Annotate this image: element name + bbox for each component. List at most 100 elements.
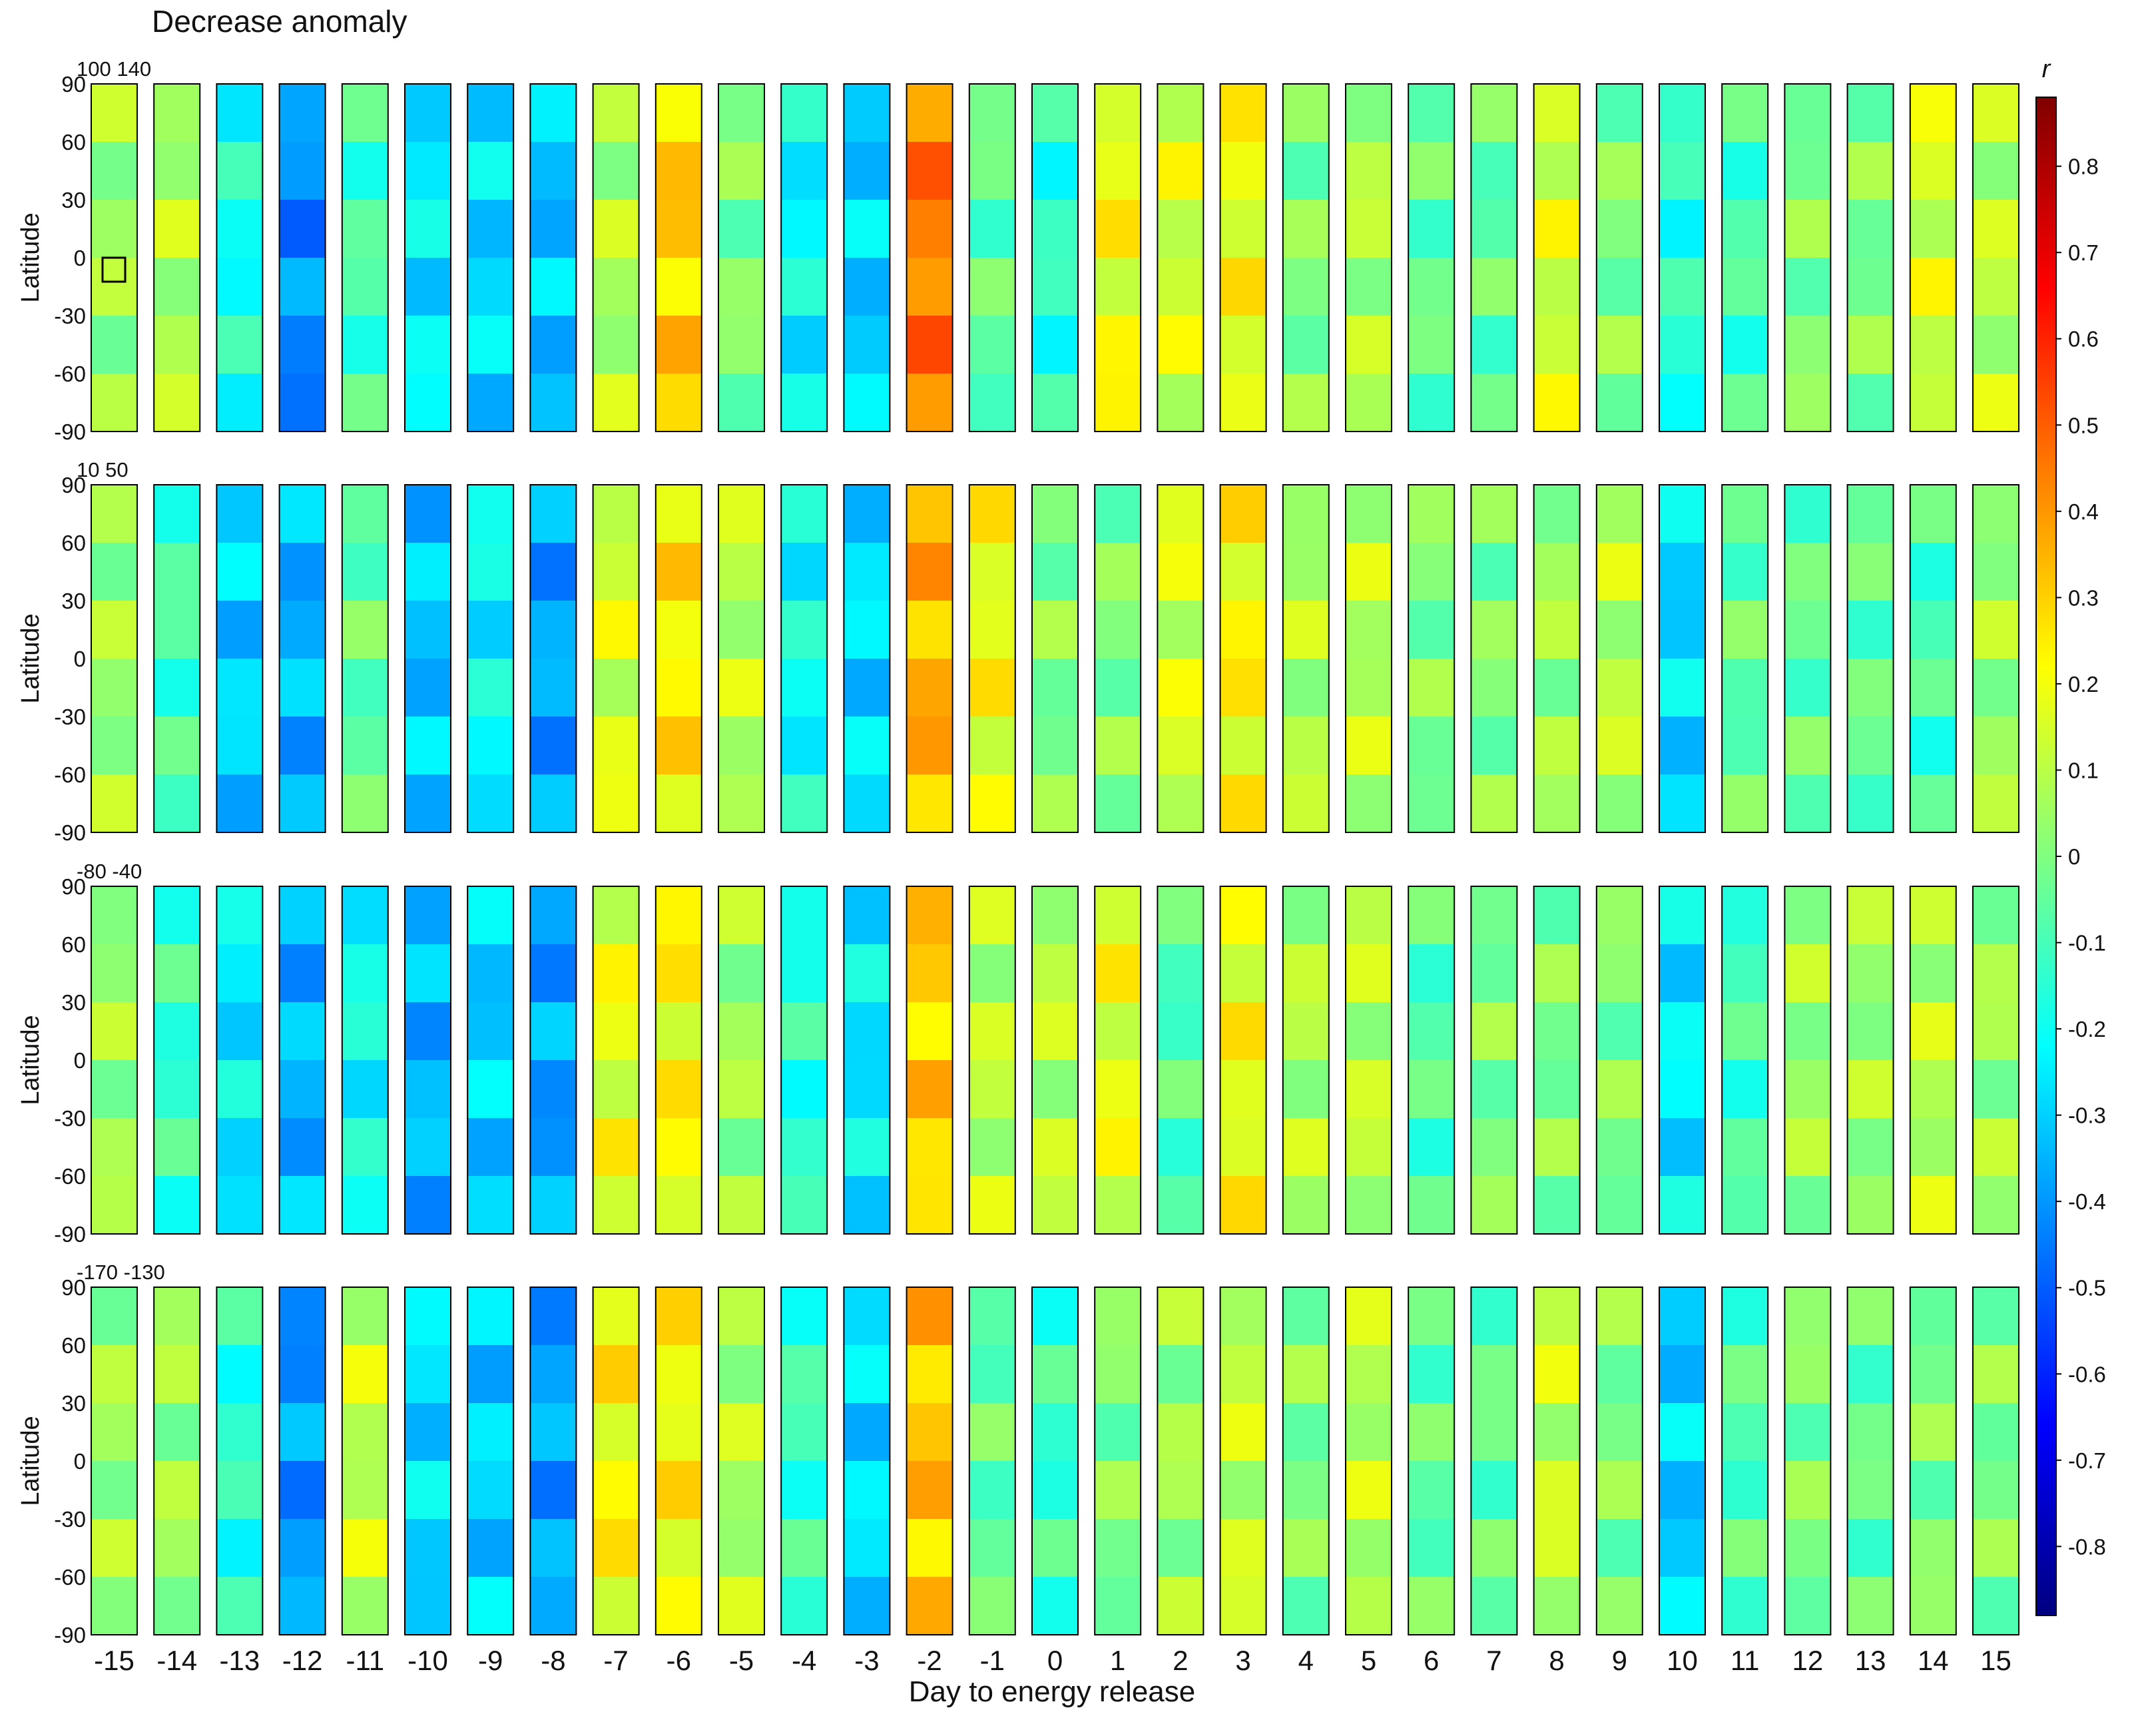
heatmap-cell bbox=[1282, 659, 1329, 717]
heatmap-cell bbox=[1346, 200, 1392, 258]
heatmap-cell bbox=[1784, 659, 1831, 717]
heatmap-cell bbox=[1471, 1577, 1517, 1635]
heatmap-cell bbox=[844, 1345, 890, 1404]
heatmap-panel bbox=[1909, 484, 1957, 833]
latitude-tick-label: -30 bbox=[54, 705, 86, 729]
heatmap-cell bbox=[1095, 1345, 1141, 1404]
heatmap-cell bbox=[467, 1403, 514, 1462]
heatmap-cell bbox=[1784, 200, 1831, 258]
heatmap-cell bbox=[906, 717, 953, 775]
heatmap-cell bbox=[216, 1176, 263, 1235]
heatmap-cell bbox=[279, 142, 326, 200]
panel-frame bbox=[1784, 886, 1832, 1235]
heatmap-panel bbox=[1282, 886, 1330, 1235]
heatmap-cell bbox=[969, 1118, 1015, 1177]
heatmap-cell bbox=[781, 1176, 828, 1235]
heatmap-cell bbox=[91, 1060, 137, 1119]
heatmap-cell bbox=[906, 1060, 953, 1119]
heatmap-cell bbox=[1596, 200, 1643, 258]
heatmap-cell bbox=[1471, 886, 1517, 945]
heatmap-cell bbox=[1847, 258, 1894, 316]
heatmap-cell bbox=[593, 1403, 639, 1462]
heatmap-cell bbox=[844, 774, 890, 833]
heatmap-panel bbox=[1595, 886, 1643, 1235]
latitude-tick-label: 0 bbox=[74, 647, 86, 671]
latitude-tick-label: 0 bbox=[74, 246, 86, 270]
heatmap-panel bbox=[1470, 484, 1518, 833]
day-tick-label: 8 bbox=[1549, 1645, 1564, 1676]
panel-frame bbox=[1909, 484, 1957, 833]
heatmap-cell bbox=[1784, 601, 1831, 659]
heatmap-cell bbox=[530, 543, 577, 601]
heatmap-cell bbox=[906, 258, 953, 316]
heatmap-cell bbox=[1157, 1345, 1204, 1404]
panel-frame bbox=[1533, 886, 1581, 1235]
heatmap-panel bbox=[968, 83, 1016, 432]
heatmap-cell bbox=[906, 1176, 953, 1235]
heatmap-cell bbox=[1596, 1345, 1643, 1404]
heatmap-cell bbox=[1659, 1060, 1705, 1119]
heatmap-cell bbox=[1408, 258, 1455, 316]
heatmap-cell bbox=[718, 717, 764, 775]
heatmap-cell bbox=[655, 1118, 702, 1177]
heatmap-cell bbox=[1095, 774, 1141, 833]
panel-frame bbox=[1909, 886, 1957, 1235]
heatmap-panel bbox=[1282, 1287, 1330, 1635]
heatmap-panel bbox=[404, 484, 451, 833]
heatmap-cell bbox=[844, 1002, 890, 1061]
heatmap-cell bbox=[718, 944, 764, 1003]
heatmap-cell bbox=[1282, 886, 1329, 945]
heatmap-cell bbox=[216, 84, 263, 143]
heatmap-cell bbox=[1408, 1577, 1455, 1635]
heatmap-cell bbox=[530, 142, 577, 200]
heatmap-cell bbox=[1533, 258, 1580, 316]
latitude-tick-label: -30 bbox=[54, 1507, 86, 1532]
heatmap-cell bbox=[1032, 200, 1078, 258]
y-axis-label: Latitude bbox=[17, 212, 45, 302]
panel-frame bbox=[1909, 83, 1957, 432]
heatmap-panel bbox=[1533, 83, 1581, 432]
latitude-tick-label: -30 bbox=[54, 304, 86, 328]
heatmap-cell bbox=[1722, 374, 1768, 432]
heatmap-cell bbox=[593, 1002, 639, 1061]
heatmap-panel bbox=[341, 1287, 389, 1635]
heatmap-cell bbox=[655, 84, 702, 143]
heatmap-cell bbox=[216, 774, 263, 833]
heatmap-panel bbox=[341, 886, 389, 1235]
longitude-range-label: 10 50 bbox=[77, 458, 129, 481]
panel-frame bbox=[780, 886, 828, 1235]
heatmap-cell bbox=[718, 316, 764, 374]
heatmap-cell bbox=[1157, 543, 1204, 601]
panel-frame bbox=[91, 886, 138, 1235]
longitude-range-label: -80 -40 bbox=[77, 860, 142, 883]
heatmap-cell bbox=[1722, 1002, 1768, 1061]
day-tick-label: 11 bbox=[1731, 1645, 1760, 1676]
heatmap-cell bbox=[1722, 1577, 1768, 1635]
y-axis-label: Latitude bbox=[17, 1015, 45, 1105]
heatmap-cell bbox=[1032, 659, 1078, 717]
heatmap-cell bbox=[1973, 374, 2019, 432]
panel-frame bbox=[1094, 1287, 1142, 1635]
heatmap-cell bbox=[1784, 84, 1831, 143]
heatmap-cell bbox=[1095, 1118, 1141, 1177]
heatmap-cell bbox=[1032, 543, 1078, 601]
day-tick-label: 2 bbox=[1173, 1645, 1188, 1676]
heatmap-cell bbox=[1220, 944, 1266, 1003]
heatmap-cell bbox=[342, 258, 388, 316]
day-tick-label: -6 bbox=[666, 1645, 691, 1676]
heatmap-cell bbox=[530, 84, 577, 143]
panel-frame bbox=[1972, 1287, 2019, 1635]
heatmap-cell bbox=[1408, 1287, 1455, 1346]
heatmap-cell bbox=[1157, 717, 1204, 775]
heatmap-cell bbox=[1973, 1176, 2019, 1235]
panel-frame bbox=[906, 484, 953, 833]
heatmap-cell bbox=[1032, 1118, 1078, 1177]
heatmap-cell bbox=[1533, 717, 1580, 775]
heatmap-panel bbox=[216, 1287, 264, 1635]
heatmap-cell bbox=[342, 316, 388, 374]
panel-frame bbox=[780, 1287, 828, 1635]
heatmap-cell bbox=[969, 1519, 1015, 1578]
heatmap-cell bbox=[1847, 944, 1894, 1003]
colorbar-ticks: 0.8 0.7 0.6 0.5 0.4 0.3 0.2 0.1 0 -0.1 -0.2 -0.3 -0.… bbox=[2056, 154, 2106, 1559]
